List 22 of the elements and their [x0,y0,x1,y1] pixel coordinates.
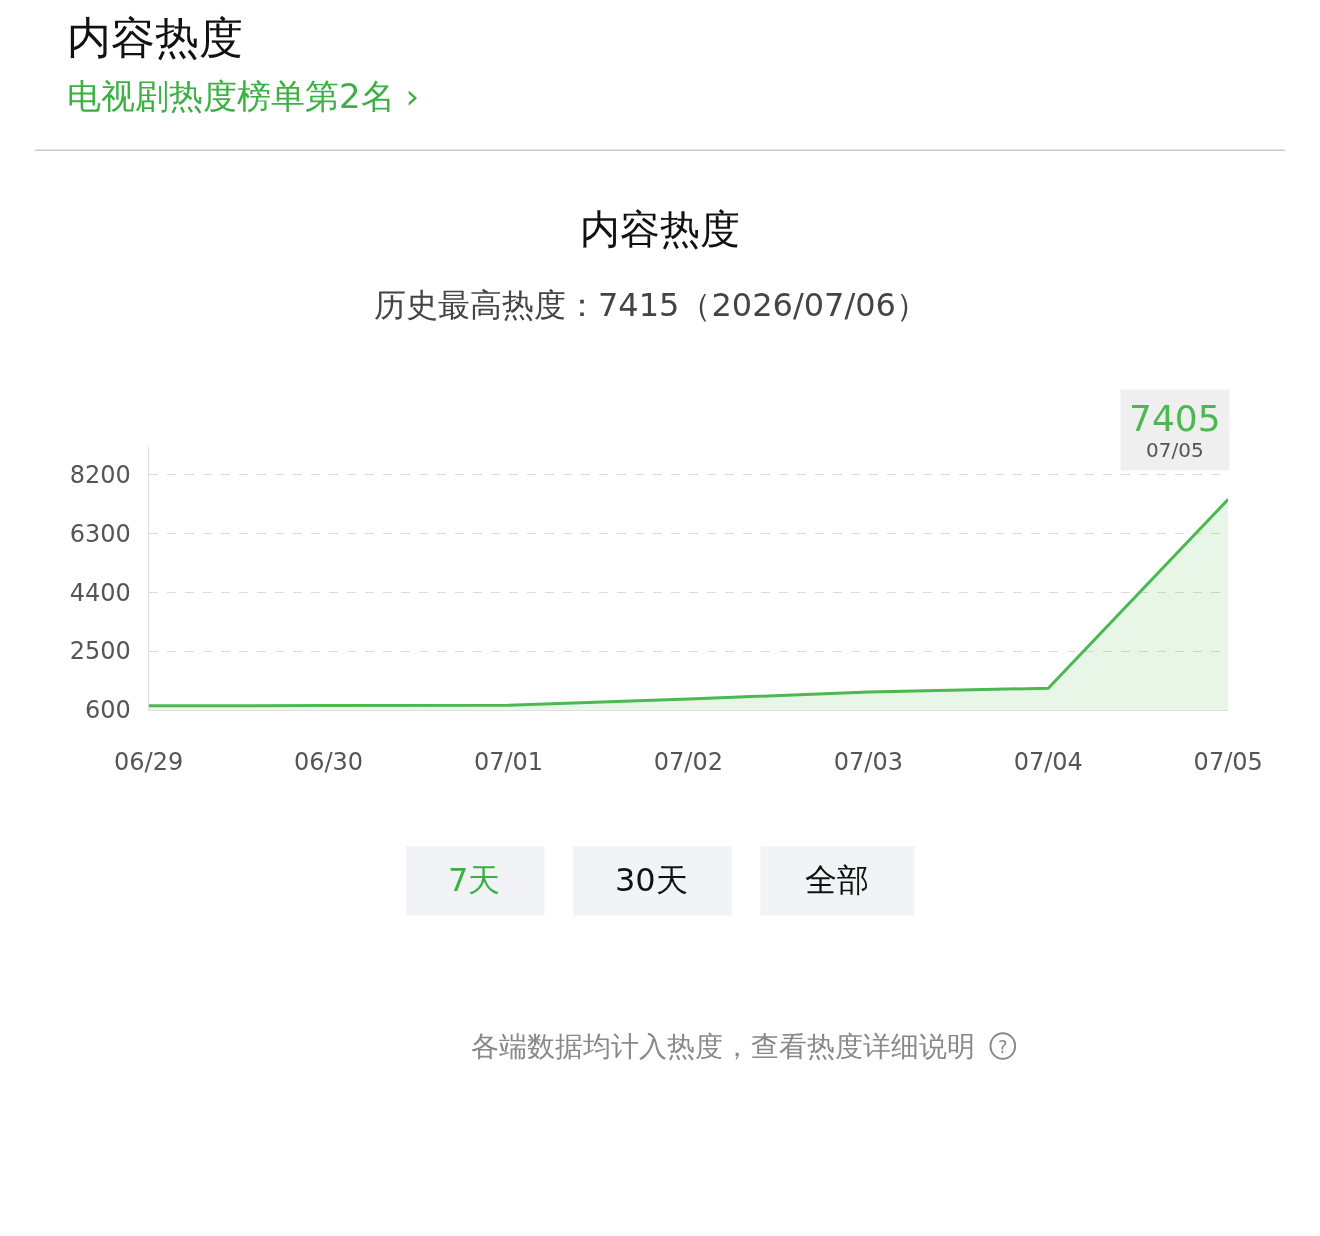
y-tick-label: 2500 [69,637,131,666]
text: 各端数据均计入热度，查看热度详细说明 [471,1030,975,1063]
x-tick-label: 07/03 [833,747,903,776]
x-tick-label: 07/01 [473,747,544,776]
text: 电视剧热度榜单第2名 › [67,76,420,116]
text: 30天 [615,861,688,899]
y-tick-label: 6300 [69,519,131,548]
annotation: 7405 07/05 [1129,398,1221,462]
chart-title: 内容热度 [580,206,740,252]
y-tick-label: 4400 [69,578,131,607]
x-tick-label: 06/29 [114,747,184,776]
y-tick-label: 600 [85,696,131,725]
text: ? [998,1036,1008,1057]
x-tick-label: 07/04 [1013,747,1083,776]
text: 全部 [805,861,869,899]
text: 内容热度 [67,12,243,63]
chart-subtitle: 历史最高热度：7415（2026/07/06） [374,286,928,324]
x-tick-label: 07/02 [653,747,723,776]
x-tick-label: 06/30 [293,747,364,776]
y-tick-label: 8200 [69,461,131,490]
x-tick-label: 07/05 [1193,747,1263,776]
text: 7天 [448,861,501,899]
